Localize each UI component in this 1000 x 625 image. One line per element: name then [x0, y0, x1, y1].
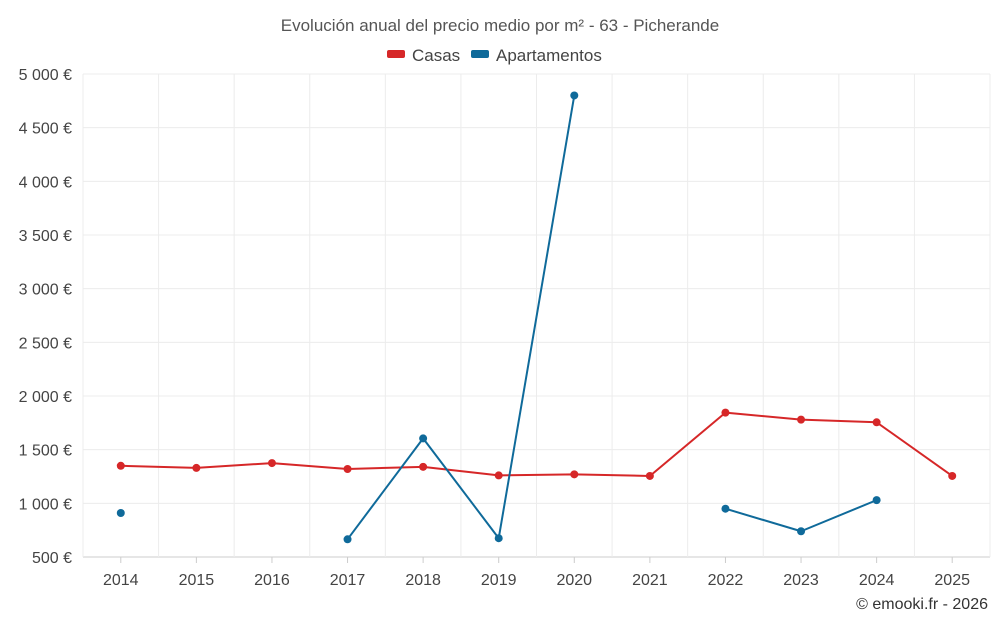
credit-text: © emooki.fr - 2026: [856, 596, 988, 613]
y-tick-label: 3 500 €: [19, 228, 72, 245]
legend-label-casas: Casas: [412, 46, 460, 65]
y-tick-label: 2 500 €: [19, 335, 72, 352]
legend-swatch-apartamentos: [471, 50, 489, 58]
x-tick-label: 2018: [405, 572, 441, 589]
x-tick-label: 2025: [934, 572, 970, 589]
y-tick-label: 4 000 €: [19, 174, 72, 191]
data-point[interactable]: [116, 508, 125, 517]
data-point[interactable]: [797, 527, 806, 536]
data-point[interactable]: [721, 504, 730, 513]
x-tick-label: 2019: [481, 572, 517, 589]
data-point[interactable]: [948, 471, 957, 480]
x-tick-label: 2020: [556, 572, 592, 589]
data-point[interactable]: [419, 462, 428, 471]
legend: Casas Apartamentos: [387, 46, 602, 65]
legend-swatch-casas: [387, 50, 405, 58]
data-point[interactable]: [570, 91, 579, 100]
legend-item-apartamentos[interactable]: Apartamentos: [471, 46, 602, 65]
data-point[interactable]: [267, 459, 276, 468]
y-axis: 500 € 1 000 € 1 500 € 2 000 € 2 500 € 3 000 €…: [19, 67, 72, 567]
data-point[interactable]: [419, 434, 428, 443]
x-tick-label: 2023: [783, 572, 819, 589]
chart-title: Evolución anual del precio medio por m² …: [281, 16, 719, 35]
series-line: [725, 499, 878, 533]
y-tick-label: 3 000 €: [19, 282, 72, 299]
data-point[interactable]: [116, 461, 125, 470]
x-tick-label: 2021: [632, 572, 668, 589]
data-point[interactable]: [645, 471, 654, 480]
y-tick-label: 4 500 €: [19, 121, 72, 138]
data-point[interactable]: [872, 418, 881, 427]
y-tick-label: 1 500 €: [19, 443, 72, 460]
x-tick-label: 2014: [103, 572, 139, 589]
series-casas: [116, 408, 957, 480]
x-tick-label: 2024: [859, 572, 895, 589]
x-tick-label: 2015: [179, 572, 215, 589]
data-point[interactable]: [797, 415, 806, 424]
series-layer: [116, 91, 957, 544]
x-tick-label: 2022: [708, 572, 744, 589]
y-tick-label: 1 000 €: [19, 496, 72, 513]
x-tick-label: 2016: [254, 572, 290, 589]
data-point[interactable]: [494, 534, 503, 543]
data-point[interactable]: [343, 535, 352, 544]
series-line: [346, 95, 576, 540]
data-point[interactable]: [343, 464, 352, 473]
data-point[interactable]: [494, 471, 503, 480]
data-point[interactable]: [872, 496, 881, 505]
data-point[interactable]: [721, 408, 730, 417]
x-axis: 2014 2015 2016 2017 2018 2019 2020 2021 2022 2023…: [103, 557, 970, 589]
y-tick-label: 5 000 €: [19, 67, 72, 84]
series-apartamentos: [116, 91, 881, 544]
data-point[interactable]: [192, 463, 201, 472]
y-tick-label: 2 000 €: [19, 389, 72, 406]
x-tick-label: 2017: [330, 572, 366, 589]
grid: [82, 73, 991, 558]
legend-label-apartamentos: Apartamentos: [496, 46, 602, 65]
y-tick-label: 500 €: [32, 550, 72, 567]
data-point[interactable]: [570, 470, 579, 479]
series-line: [120, 411, 953, 477]
legend-item-casas[interactable]: Casas: [387, 46, 460, 65]
